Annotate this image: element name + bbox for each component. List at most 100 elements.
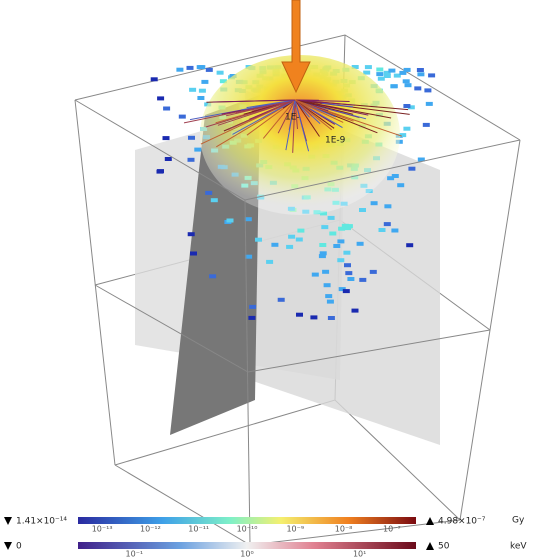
cell: [392, 174, 399, 178]
colorbar-ticks: 10⁻¹³10⁻¹²10⁻¹¹10⁻¹⁰10⁻⁹10⁻⁸10⁻⁷10⁻¹10⁰1…: [92, 525, 401, 559]
cell: [188, 232, 195, 236]
cell: [414, 86, 421, 90]
cell: [384, 204, 391, 208]
cell: [217, 71, 224, 75]
cell: [189, 88, 196, 92]
cell: [397, 183, 404, 187]
cell: [249, 305, 256, 309]
cell: [321, 225, 328, 229]
cell: [370, 270, 377, 274]
cell: [403, 79, 410, 83]
cell: [405, 83, 412, 87]
visualization: 1E- 1E-9 1.41×10⁻¹⁴ 4.98×10⁻⁷ Gy 0 50 ke…: [0, 0, 533, 559]
cell: [345, 271, 352, 275]
cell: [199, 89, 206, 93]
cell: [388, 69, 395, 73]
min-marker: [4, 517, 12, 525]
cell: [384, 222, 391, 226]
cell: [337, 258, 344, 262]
unit: Gy: [512, 516, 525, 526]
cell: [151, 77, 158, 81]
cell: [352, 309, 359, 313]
min-label: 0: [16, 542, 22, 552]
cell: [333, 244, 340, 248]
cell: [187, 66, 194, 70]
cell: [357, 242, 364, 246]
tick-label: 10⁻¹²: [140, 525, 161, 534]
cell: [198, 65, 205, 69]
cell: [325, 294, 332, 298]
cell: [328, 216, 335, 220]
cell: [376, 72, 383, 76]
cell: [365, 65, 372, 69]
cell: [417, 72, 424, 76]
cell: [426, 102, 433, 106]
tick-label: 10⁻⁸: [335, 525, 353, 534]
tick-label: 10⁰: [240, 550, 253, 559]
cell: [403, 127, 410, 131]
cell: [343, 289, 350, 293]
max-marker: [426, 542, 434, 550]
cell: [194, 148, 201, 152]
cell: [406, 243, 413, 247]
cell: [343, 251, 350, 255]
unit: keV: [510, 542, 527, 552]
cell: [337, 239, 344, 243]
cell: [391, 229, 398, 233]
cell: [288, 235, 295, 239]
min-label: 1.41×10⁻¹⁴: [16, 517, 67, 527]
cell: [278, 298, 285, 302]
tick-label: 10⁻¹⁰: [237, 525, 258, 534]
colorbar-energy: 0 50 keV: [4, 542, 527, 552]
tick-label: 10⁻⁹: [286, 525, 304, 534]
cell: [428, 73, 435, 77]
cell: [403, 104, 410, 108]
cell: [319, 243, 326, 247]
cell: [312, 273, 319, 277]
cell: [324, 283, 331, 287]
cell: [211, 198, 218, 202]
cell: [379, 228, 386, 232]
min-marker: [4, 542, 12, 550]
cell: [165, 157, 172, 161]
cell: [201, 80, 208, 84]
cell: [391, 84, 398, 88]
cell: [376, 68, 383, 72]
cell: [157, 170, 164, 174]
tick-label: 10¹: [353, 550, 366, 559]
cell: [188, 158, 195, 162]
cell: [359, 278, 366, 282]
max-label: 4.98×10⁻⁷: [438, 517, 486, 527]
annotation: 1E-9: [325, 136, 346, 146]
cell: [188, 136, 195, 140]
cell: [342, 224, 349, 228]
cell: [399, 133, 406, 137]
cell: [227, 219, 234, 223]
max-label: 50: [438, 542, 450, 552]
cell: [423, 123, 430, 127]
cell: [310, 315, 317, 319]
cell: [266, 260, 273, 264]
colorbar-dose: 1.41×10⁻¹⁴ 4.98×10⁻⁷ Gy: [4, 516, 525, 527]
cell: [197, 96, 204, 100]
cell: [399, 71, 406, 75]
cell: [347, 277, 354, 281]
cell: [320, 251, 327, 255]
cell: [359, 208, 366, 212]
cell: [371, 201, 378, 205]
cell: [209, 274, 216, 278]
tick-label: 10⁻¹: [126, 550, 144, 559]
cell: [190, 252, 197, 256]
annotation: 1E-: [285, 113, 300, 123]
cell: [163, 107, 170, 111]
cell: [255, 238, 262, 242]
cell: [206, 68, 213, 72]
cell: [384, 74, 391, 78]
cell: [296, 238, 303, 242]
cell: [327, 300, 334, 304]
cell: [408, 167, 415, 171]
cell: [286, 245, 293, 249]
cell: [296, 313, 303, 317]
cell: [157, 96, 164, 100]
tick-label: 10⁻¹¹: [188, 525, 209, 534]
